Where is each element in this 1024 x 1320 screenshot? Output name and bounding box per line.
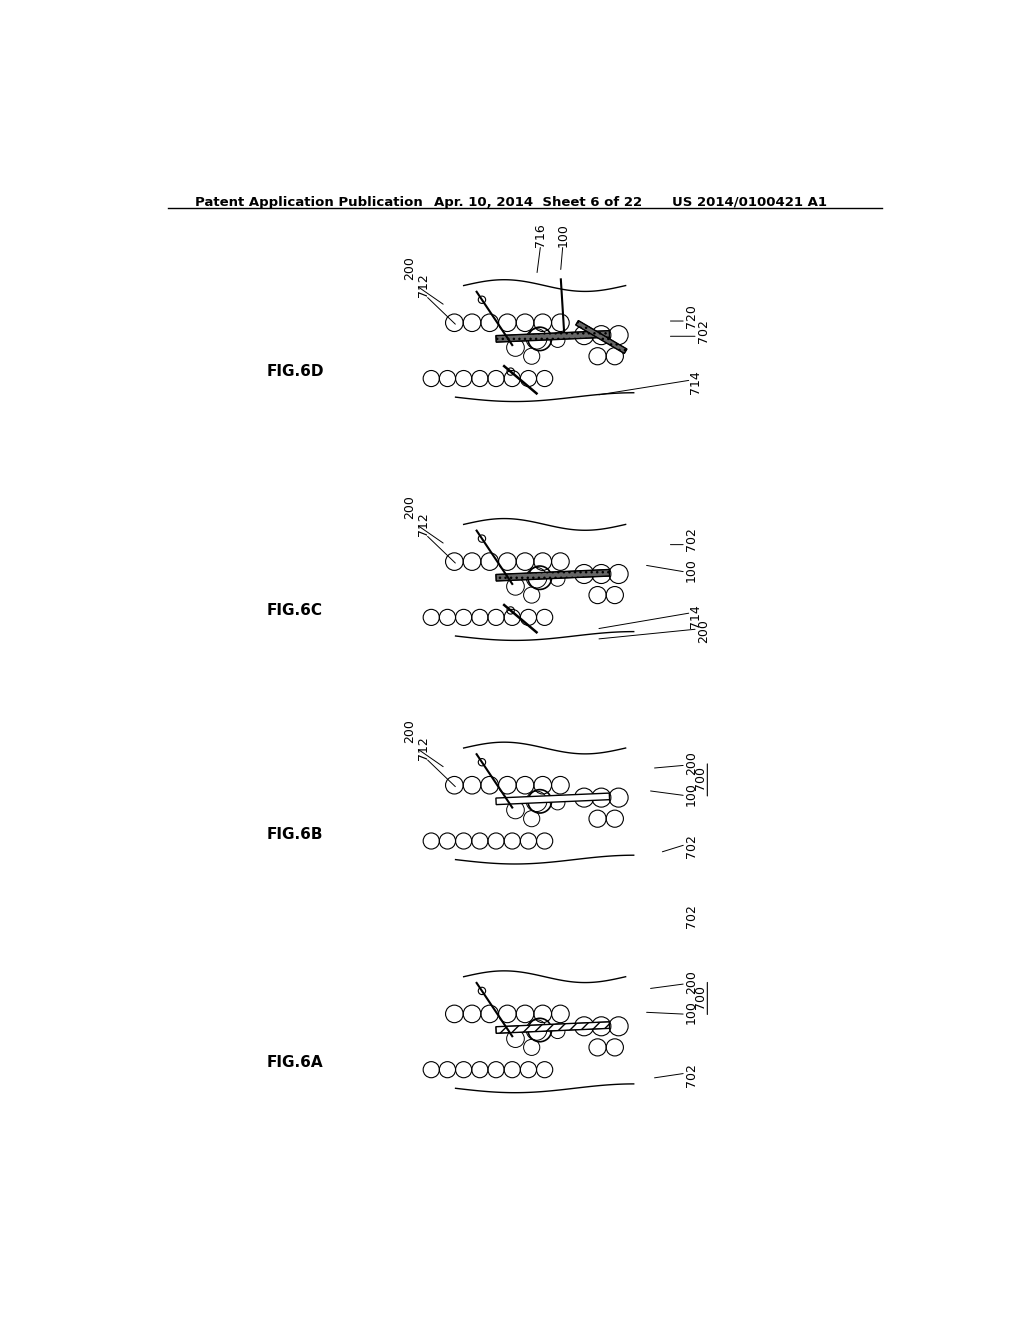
Text: 200: 200 — [403, 256, 416, 280]
Polygon shape — [496, 793, 609, 805]
Text: Patent Application Publication: Patent Application Publication — [196, 195, 423, 209]
Text: 700: 700 — [694, 767, 708, 791]
Text: 100: 100 — [685, 558, 698, 582]
Text: 700: 700 — [694, 985, 708, 1008]
Text: 702: 702 — [685, 904, 698, 928]
Text: 100: 100 — [685, 781, 698, 805]
Text: 100: 100 — [556, 223, 569, 247]
Text: 702: 702 — [697, 319, 710, 343]
Text: US 2014/0100421 A1: US 2014/0100421 A1 — [672, 195, 826, 209]
Text: 200: 200 — [685, 970, 698, 994]
Text: 702: 702 — [685, 1063, 698, 1088]
Text: 714: 714 — [689, 605, 701, 627]
Text: 712: 712 — [417, 512, 430, 536]
Text: 714: 714 — [689, 370, 701, 393]
Text: 712: 712 — [417, 737, 430, 760]
Text: 100: 100 — [685, 1001, 698, 1024]
Text: 200: 200 — [403, 495, 416, 519]
Text: FIG.6B: FIG.6B — [267, 826, 324, 842]
Text: 712: 712 — [417, 273, 430, 297]
Polygon shape — [496, 1022, 609, 1034]
Text: 702: 702 — [685, 834, 698, 858]
Text: 200: 200 — [403, 718, 416, 743]
Text: 702: 702 — [685, 528, 698, 552]
Polygon shape — [575, 321, 627, 354]
Text: 720: 720 — [685, 304, 698, 327]
Text: 200: 200 — [697, 619, 710, 643]
Text: FIG.6D: FIG.6D — [267, 364, 325, 379]
Polygon shape — [496, 569, 609, 581]
Text: FIG.6C: FIG.6C — [267, 603, 323, 618]
Text: Apr. 10, 2014  Sheet 6 of 22: Apr. 10, 2014 Sheet 6 of 22 — [433, 195, 642, 209]
Text: 200: 200 — [685, 751, 698, 775]
Text: 716: 716 — [535, 223, 547, 247]
Polygon shape — [496, 330, 609, 342]
Text: FIG.6A: FIG.6A — [267, 1056, 324, 1071]
